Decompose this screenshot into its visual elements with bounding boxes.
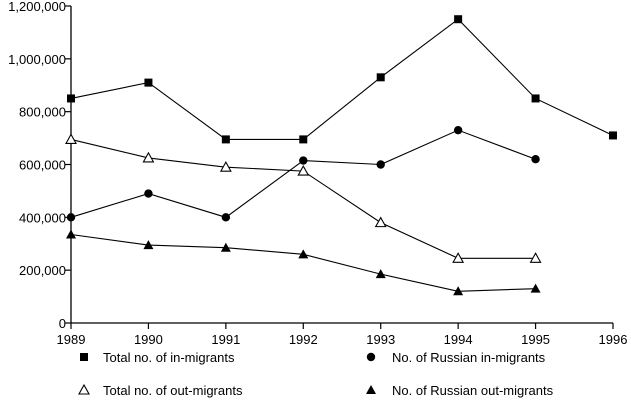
series-line <box>70 233 536 292</box>
series-line <box>70 18 614 140</box>
legend-label: No. of Russian out-migrants <box>392 383 554 398</box>
data-point <box>298 249 309 259</box>
x-axis-ticks: 1989 1990 1991 1992 1993 1994 1995 1996 <box>57 323 628 347</box>
y-tick-label: 1,000,000 <box>8 52 66 67</box>
y-axis-ticks: 0 200,000 400,000 600,000 800,000 1,000,000 1,… <box>8 0 71 331</box>
data-point <box>374 216 387 228</box>
legend-item-1: Total no. of in-migrants <box>80 350 235 365</box>
data-point <box>529 252 542 263</box>
data-point <box>65 133 77 144</box>
data-point <box>299 135 308 144</box>
x-tick-label: 1990 <box>134 332 163 347</box>
legend-marker <box>80 353 88 361</box>
data-point <box>143 240 154 250</box>
data-point <box>220 242 231 252</box>
legend-label: Total no. of out-migrants <box>103 383 243 398</box>
data-point <box>376 73 385 82</box>
legend-marker <box>78 383 90 395</box>
data-point <box>297 164 310 176</box>
legend-item-4: No. of Russian out-migrants <box>366 383 554 398</box>
data-point <box>375 269 386 279</box>
x-tick-label: 1991 <box>211 332 240 347</box>
data-point <box>376 160 385 169</box>
y-tick-label: 400,000 <box>19 210 66 225</box>
y-tick-label: 600,000 <box>19 158 66 173</box>
series-2 <box>66 125 540 222</box>
data-point <box>66 229 76 239</box>
axes <box>70 6 613 324</box>
legend-label: No. of Russian in-migrants <box>392 350 546 365</box>
data-point <box>299 156 308 165</box>
data-point <box>453 125 463 135</box>
data-point <box>66 213 76 222</box>
data-point <box>67 94 75 103</box>
legend-label: Total no. of in-migrants <box>103 350 235 365</box>
data-point <box>453 286 464 296</box>
series-4 <box>66 229 541 296</box>
data-point <box>531 155 540 164</box>
y-tick-label: 0 <box>59 316 66 331</box>
x-tick-label: 1994 <box>444 332 473 347</box>
x-tick-label: 1989 <box>57 332 86 347</box>
y-tick-label: 800,000 <box>19 105 66 120</box>
data-point <box>144 189 153 198</box>
data-point <box>530 283 541 293</box>
legend-item-2: No. of Russian in-migrants <box>366 350 546 365</box>
data-point <box>221 213 231 222</box>
data-point <box>221 135 230 144</box>
data-point <box>142 151 155 163</box>
legend: Total no. of in-migrants No. of Russian i… <box>78 350 554 398</box>
y-tick-label: 200,000 <box>19 263 66 278</box>
data-point <box>609 131 617 140</box>
series-1 <box>67 15 617 144</box>
x-tick-label: 1996 <box>599 332 628 347</box>
legend-item-3: Total no. of out-migrants <box>78 383 243 398</box>
legend-marker <box>366 352 376 362</box>
data-point <box>452 252 465 263</box>
series-3 <box>65 133 542 263</box>
legend-marker <box>366 385 376 394</box>
series-layer <box>65 15 617 296</box>
x-tick-label: 1993 <box>366 332 395 347</box>
data-point <box>531 94 540 103</box>
data-point <box>144 78 153 87</box>
x-tick-label: 1995 <box>521 332 550 347</box>
x-tick-label: 1992 <box>289 332 318 347</box>
y-tick-label: 1,200,000 <box>8 0 66 14</box>
data-point <box>454 15 463 24</box>
data-point <box>219 161 232 172</box>
